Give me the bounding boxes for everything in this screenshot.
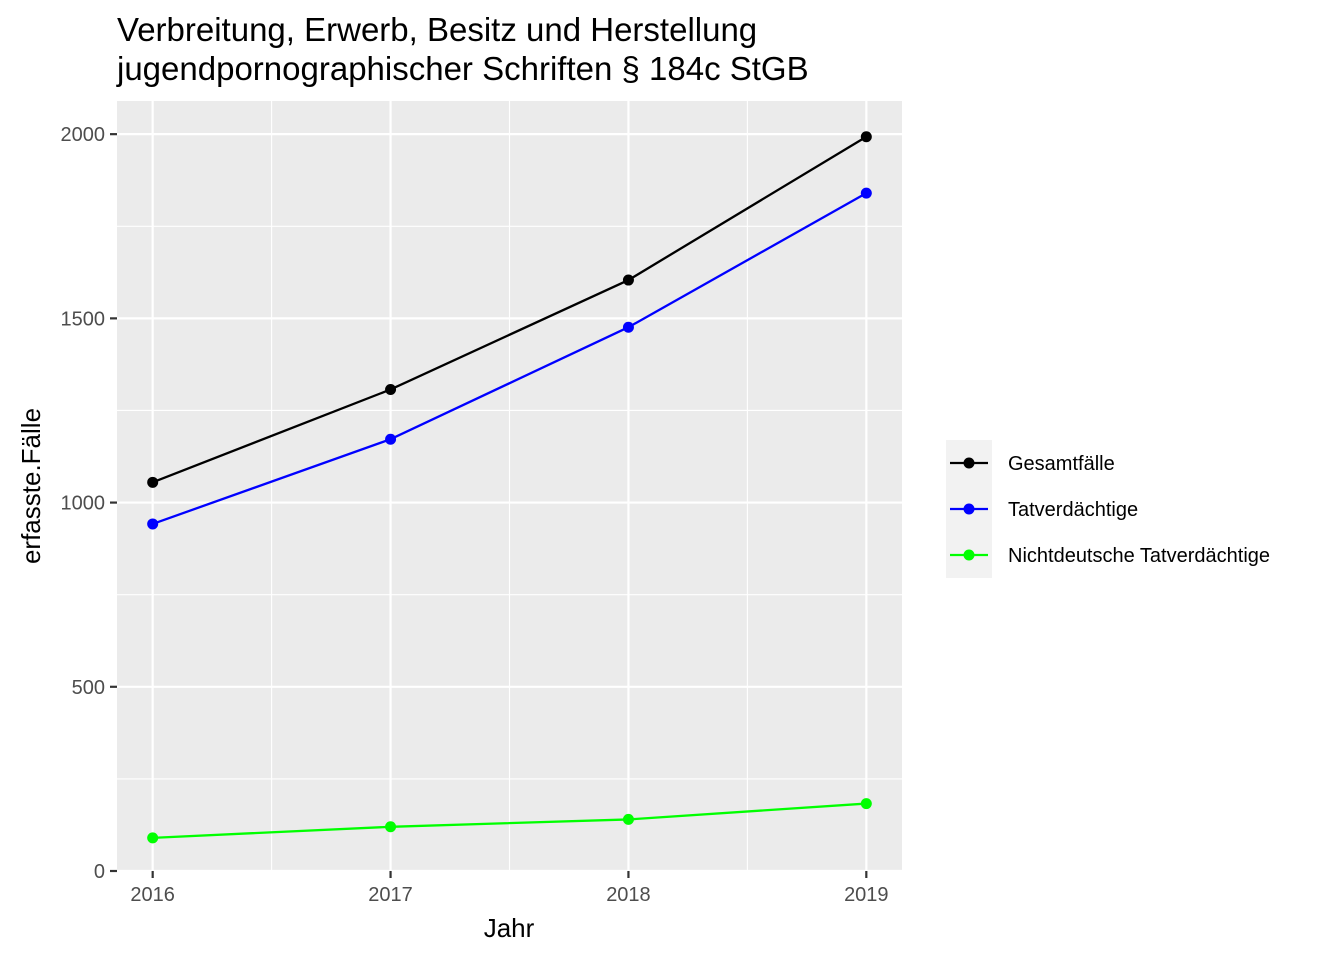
series-line: [152, 802, 867, 839]
legend: Gesamtfälle Tatverdächtige Nichtdeutsche T…: [946, 440, 1270, 578]
x-tick-label: 2016: [130, 884, 175, 906]
series-line: [152, 135, 867, 484]
legend-label: Nichtdeutsche Tatverdächtige: [1008, 545, 1270, 567]
legend-key-point: [963, 457, 975, 469]
y-tick-label: 500: [72, 677, 105, 699]
data-point: [622, 813, 634, 825]
series-line: [152, 192, 867, 526]
y-tick-label: 1000: [61, 493, 106, 515]
chart-title: Verbreitung, Erwerb, Besitz und Herstell…: [117, 11, 757, 48]
data-point: [385, 433, 397, 445]
data-point: [385, 383, 397, 395]
data-point: [147, 518, 159, 530]
y-axis-title: erfasste.Fälle: [16, 408, 46, 564]
legend-label: Gesamtfälle: [1008, 453, 1115, 475]
data-point: [860, 131, 872, 143]
data-point: [385, 821, 397, 833]
series-points: [147, 131, 872, 844]
data-point: [860, 798, 872, 810]
x-tick-label: 2017: [368, 884, 413, 906]
x-tick-label: 2018: [606, 884, 651, 906]
chart-subtitle: jugendpornographischer Schriften § 184c …: [116, 50, 809, 87]
data-point: [860, 187, 872, 199]
data-point: [622, 321, 634, 333]
y-tick-label: 2000: [61, 124, 106, 146]
major-gridlines: [117, 101, 902, 873]
legend-key-point: [963, 503, 975, 515]
legend-label: Tatverdächtige: [1008, 499, 1138, 521]
data-point: [147, 476, 159, 488]
data-point: [147, 832, 159, 844]
minor-gridlines: [117, 101, 902, 871]
legend-key-point: [963, 549, 975, 561]
y-axis: 0 500 1000 1500 2000: [61, 124, 117, 883]
x-tick-label: 2019: [844, 884, 889, 906]
x-axis-title: Jahr: [484, 913, 535, 943]
y-tick-label: 0: [94, 861, 105, 883]
y-tick-label: 1500: [61, 308, 106, 330]
x-axis: 2016 2017 2018 2019: [130, 871, 889, 906]
series-lines: [152, 135, 867, 839]
data-point: [622, 274, 634, 286]
